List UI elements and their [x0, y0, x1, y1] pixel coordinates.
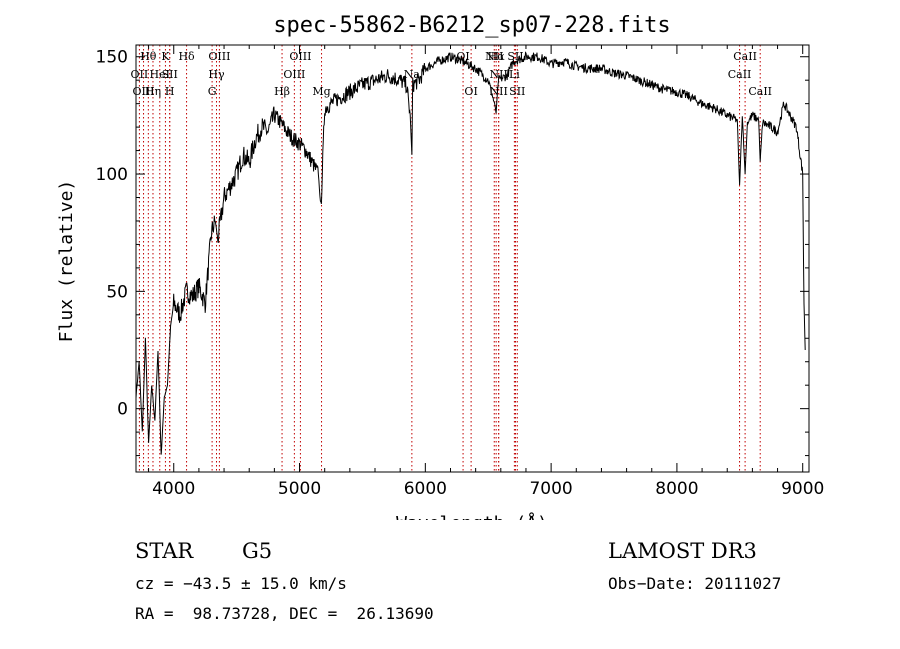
spectral-line-label-4: HeI: [150, 68, 170, 81]
spectral-line-label-9: OIII: [208, 50, 230, 63]
x-tick-label-9000: 9000: [781, 479, 824, 499]
spectral-line-label-21: SII: [507, 50, 523, 63]
spectral-line-label-6: SII: [162, 68, 178, 81]
object-class: STAR: [135, 539, 194, 563]
ra-dec-coordinates: RA = 98.73728, DEC = 26.13690: [135, 604, 434, 623]
spectral-line-label-12: Hβ: [274, 85, 290, 98]
spectral-line-label-5: K: [161, 50, 170, 63]
y-axis-label: Flux (relative): [56, 180, 77, 343]
spectral-line-label-24: NII: [490, 85, 508, 98]
spectral-line-label-26: CaII: [733, 50, 757, 63]
spectrum-series: [135, 51, 806, 455]
observation-date: Obs−Date: 20111027: [608, 574, 782, 593]
spectral-line-label-1: OII: [131, 68, 149, 81]
spectral-line-markers: [138, 45, 761, 472]
spectral-line-label-2: OIII: [133, 85, 155, 98]
spectral-line-label-18: OI: [464, 85, 477, 98]
x-tick-label-8000: 8000: [655, 479, 698, 499]
spectral-line-label-3: Hη: [145, 85, 161, 98]
x-axis-label: Wavelength (Å): [396, 512, 548, 520]
redshift-cz: cz = −43.5 ± 15.0 km/s: [135, 574, 347, 593]
spectral-line-label-28: CaII: [748, 85, 772, 98]
x-tick-label-7000: 7000: [529, 479, 572, 499]
object-subclass: G5: [242, 539, 273, 563]
chart-title: spec-55862-B6212_sp07-228.fits: [273, 13, 670, 38]
spectral-line-label-25: SII: [509, 85, 525, 98]
spectral-line-label-15: Mg: [312, 85, 330, 98]
spectral-line-label-11: G: [208, 85, 217, 98]
survey-name: LAMOST DR3: [608, 539, 757, 563]
x-tick-label-5000: 5000: [278, 479, 321, 499]
x-tick-label-6000: 6000: [404, 479, 447, 499]
spectral-line-label-23: Li: [509, 68, 520, 81]
spectral-line-label-14: OIII: [283, 68, 305, 81]
y-tick-label-150: 150: [96, 48, 128, 68]
spectrum-plot: spec-55862-B6212_sp07-228.fits Hθ OII OIII…: [56, 13, 824, 520]
plot-frame: [135, 44, 810, 473]
y-tick-label-50: 50: [106, 282, 128, 302]
spectral-line-label-16: Na: [404, 68, 421, 81]
spectral-line-label-7: H: [165, 85, 175, 98]
spectral-line-label-20: Hα: [488, 50, 506, 63]
spectral-line-label-10: Hγ: [208, 68, 225, 81]
y-tick-label-100: 100: [96, 165, 128, 185]
spectral-line-label-0: Hθ: [140, 50, 157, 63]
axis-ticks: 4000 5000 6000 7000 8000 9000 0 50 100 150: [96, 45, 824, 499]
spectrum-line: [135, 51, 806, 455]
spectral-line-label-27: CaII: [728, 68, 752, 81]
y-tick-label-0: 0: [117, 400, 128, 420]
spectral-line-label-8: Hδ: [178, 50, 195, 63]
spectral-line-label-13: OIII: [289, 50, 311, 63]
spectral-line-label-19: NII: [485, 50, 503, 63]
x-tick-label-4000: 4000: [152, 479, 195, 499]
